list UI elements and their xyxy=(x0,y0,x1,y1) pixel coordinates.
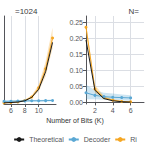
svg-text:=1024: =1024 xyxy=(15,7,38,16)
svg-text:8: 8 xyxy=(23,107,27,114)
svg-text:N=: N= xyxy=(129,7,140,16)
svg-text:0.05: 0.05 xyxy=(69,83,83,90)
svg-text:Number of Bits (K): Number of Bits (K) xyxy=(46,117,104,125)
svg-text:6: 6 xyxy=(129,107,133,114)
svg-text:Ri: Ri xyxy=(130,136,137,143)
svg-text:10: 10 xyxy=(35,107,43,114)
svg-text:0.15: 0.15 xyxy=(69,51,83,58)
svg-text:0.00: 0.00 xyxy=(69,99,83,106)
svg-text:4: 4 xyxy=(111,107,115,114)
svg-text:0.10: 0.10 xyxy=(69,67,83,74)
svg-text:0.25: 0.25 xyxy=(69,19,83,26)
svg-text:Theoretical: Theoretical xyxy=(29,136,64,143)
svg-text:6: 6 xyxy=(9,107,13,114)
svg-text:2: 2 xyxy=(93,107,97,114)
svg-text:0.20: 0.20 xyxy=(69,35,83,42)
svg-text:Decoder: Decoder xyxy=(84,136,111,143)
